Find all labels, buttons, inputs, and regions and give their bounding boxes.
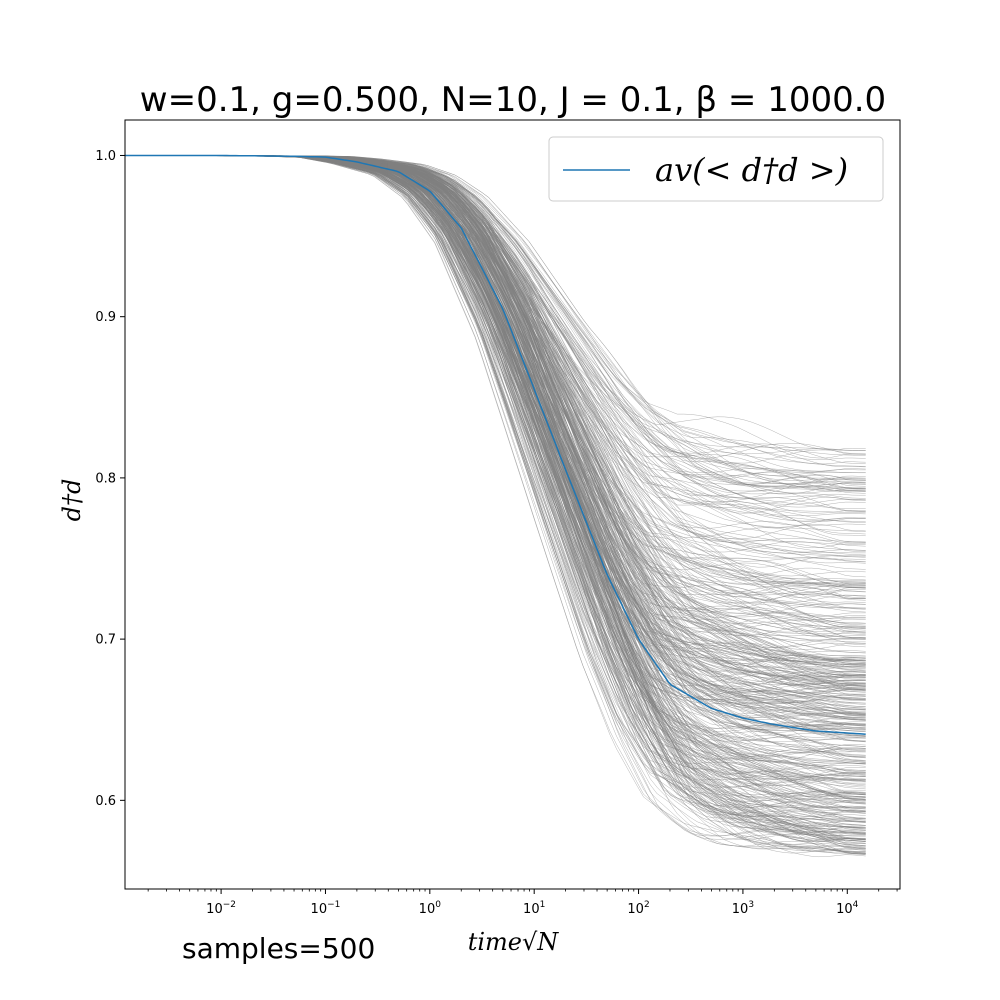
x-tick-label: 102 [627, 900, 649, 917]
sample-trajectory [125, 155, 866, 639]
sample-trajectory [125, 155, 866, 639]
samples-label: samples=500 [182, 932, 375, 965]
legend: av(< d†d >) [548, 136, 884, 202]
sample-trajectory [125, 155, 866, 669]
sample-trajectory [125, 155, 866, 536]
legend-box [548, 136, 884, 202]
sample-trajectory [125, 155, 866, 729]
y-tick-label: 1.0 [95, 149, 116, 164]
x-tick-base: 10 [419, 902, 436, 917]
sample-trajectory [125, 155, 866, 629]
x-tick-base: 10 [206, 902, 223, 917]
sample-trajectory [125, 155, 866, 661]
y-axis: 0.6 0.7 0.8 0.9 1.0 [95, 149, 125, 809]
x-tick-label: 10−2 [206, 900, 236, 917]
x-axis: 10−2 10−1 100 101 102 103 104 [147, 889, 898, 917]
sample-trajectory [125, 155, 866, 556]
sample-trajectory [125, 155, 866, 603]
x-tick-base: 10 [311, 902, 328, 917]
sample-trajectory [125, 155, 866, 835]
x-axis-label: time√N [468, 928, 560, 956]
sample-trajectories [125, 155, 866, 858]
sample-trajectory [125, 155, 866, 639]
legend-label: av(< d†d >) [655, 151, 848, 189]
sample-trajectory [125, 155, 866, 627]
x-tick-label: 103 [732, 900, 754, 917]
x-tick-exponent: −2 [223, 900, 236, 910]
x-tick-base: 10 [627, 902, 644, 917]
x-tick-exponent: 0 [435, 900, 441, 910]
sample-trajectory [125, 155, 866, 629]
y-tick-label: 0.9 [95, 310, 116, 325]
plot-frame [124, 119, 901, 890]
sample-trajectory [125, 155, 866, 556]
x-tick-exponent: 1 [540, 900, 546, 910]
y-tick-label: 0.6 [95, 794, 116, 809]
average-line [125, 154, 866, 735]
x-tick-base: 10 [732, 902, 749, 917]
x-tick-exponent: 4 [853, 900, 859, 910]
sample-trajectory [125, 155, 866, 638]
sample-trajectory [125, 155, 866, 668]
sample-trajectory [125, 155, 866, 504]
sample-trajectory [125, 155, 866, 557]
x-tick-base: 10 [836, 902, 853, 917]
sample-trajectory [125, 155, 866, 798]
x-tick-label: 101 [523, 900, 545, 917]
sample-trajectory [125, 155, 866, 637]
sample-trajectory [125, 155, 866, 630]
sample-trajectory [125, 155, 866, 667]
x-tick-exponent: 3 [748, 900, 754, 910]
x-tick-label: 10−1 [311, 900, 341, 917]
sample-trajectory [125, 155, 866, 626]
sample-trajectory [125, 155, 866, 666]
y-tick-label: 0.7 [95, 633, 116, 648]
y-axis-label: d†d [58, 479, 86, 522]
x-tick-label: 100 [419, 900, 442, 917]
sample-trajectory [125, 155, 866, 522]
y-tick-label: 0.8 [95, 471, 116, 486]
x-tick-label: 104 [836, 900, 859, 917]
sample-trajectory [125, 155, 866, 638]
x-tick-exponent: −1 [327, 900, 340, 910]
x-tick-exponent: 2 [644, 900, 650, 910]
chart-title: w=0.1, g=0.500, N=10, J = 0.1, β = 1000.… [140, 80, 886, 120]
series-layer [125, 154, 866, 735]
x-tick-base: 10 [523, 902, 540, 917]
sample-trajectory [125, 155, 866, 624]
sample-trajectory [125, 155, 866, 601]
sample-trajectory [125, 155, 866, 624]
sample-trajectory [125, 155, 866, 665]
